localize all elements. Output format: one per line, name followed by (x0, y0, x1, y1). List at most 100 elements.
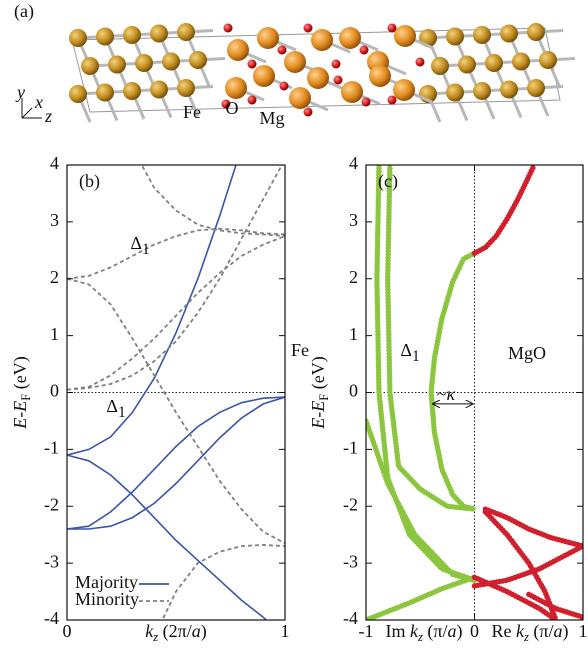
x-axis-label: kz (2π/a) (145, 621, 207, 643)
atom (253, 65, 275, 87)
atom (150, 25, 168, 43)
x-tick-label: 0 (63, 621, 72, 641)
atom (485, 54, 503, 72)
atom (96, 28, 114, 46)
atom (369, 65, 391, 87)
atom (332, 60, 341, 69)
y-tick-label: 2 (50, 267, 59, 287)
annotation: Fe (291, 340, 309, 360)
label-part: F (317, 394, 331, 401)
label-part: (2π/ (158, 621, 192, 642)
label-part: (π/ (529, 621, 554, 642)
atom (446, 84, 464, 102)
atom (362, 98, 371, 107)
y-tick-label: -3 (343, 551, 358, 571)
y-tick-label: -1 (343, 438, 358, 458)
atom (189, 51, 207, 69)
x-tick-label: 1 (579, 621, 588, 641)
label-part: 1 (118, 404, 126, 421)
atom (248, 96, 257, 105)
label-part: a (192, 621, 201, 641)
atom (224, 24, 233, 33)
y-tick-label: -4 (44, 608, 59, 628)
y-axis-label: E-EF (eV) (10, 356, 33, 430)
atom-label: O (226, 98, 239, 118)
atom (539, 51, 557, 69)
atom (360, 46, 369, 55)
atom (81, 57, 99, 75)
atom (123, 26, 141, 44)
atom (473, 82, 491, 100)
label-part: Im (386, 621, 411, 641)
axis-letter: y (15, 82, 25, 102)
label-part: Fe (291, 340, 309, 360)
y-tick-label: 0 (50, 381, 59, 401)
atom (177, 79, 195, 97)
atom (289, 87, 311, 109)
crystal-structure (69, 23, 575, 122)
band-line (67, 397, 285, 529)
x-axis-label: Re kz (π/a) (492, 621, 569, 643)
label-part: E (10, 418, 30, 430)
y-tick-label: 3 (349, 210, 358, 230)
label-part: ) (563, 621, 569, 642)
figure: (a)FeOMgyxz-4-3-2-10123401(b)Δ1Δ1Fekz (2… (0, 0, 588, 643)
complex-band (475, 165, 535, 253)
atom (278, 46, 287, 55)
legend-label: Minority (75, 589, 139, 609)
atom (280, 82, 289, 91)
label-part: ~ (437, 384, 447, 404)
label-part: Δ (106, 396, 118, 416)
atom (150, 81, 168, 99)
atom (500, 25, 518, 43)
annotation: MgO (508, 343, 546, 363)
atom (257, 27, 279, 49)
label-part: (π/ (423, 621, 448, 642)
atom (527, 23, 545, 41)
atom (473, 26, 491, 44)
atom (177, 23, 195, 41)
band-line (132, 148, 285, 236)
atom (458, 56, 476, 74)
label-part: Re (492, 621, 517, 641)
label-part: 1 (142, 241, 150, 258)
label-part: (eV) (10, 356, 31, 393)
atom (388, 96, 397, 105)
plot-area (366, 165, 583, 620)
annotation: Δ1 (106, 396, 125, 420)
atom (284, 51, 306, 73)
y-axis-label: E-EF (eV) (308, 356, 331, 430)
atom (431, 57, 449, 75)
y-tick-label: -4 (343, 608, 358, 628)
annotation: Δ1 (130, 233, 149, 257)
atom (69, 85, 87, 103)
label-part: E (308, 401, 328, 413)
atom (446, 28, 464, 46)
y-tick-label: -1 (44, 438, 59, 458)
complex-band (388, 165, 475, 509)
x-tick-label: 1 (281, 621, 290, 641)
y-tick-label: -2 (343, 494, 358, 514)
y-tick-label: 1 (50, 324, 59, 344)
complex-band (366, 577, 475, 620)
band-line (67, 148, 241, 455)
atom (108, 56, 126, 74)
y-tick-label: 0 (349, 381, 358, 401)
y-tick-label: -3 (44, 551, 59, 571)
label-part: κ (447, 384, 456, 404)
x-axis-label: Im kz (π/a) (386, 621, 463, 643)
complex-band (431, 253, 474, 509)
y-tick-label: 3 (50, 210, 59, 230)
label-part: F (19, 394, 33, 401)
x-tick-label: -1 (359, 621, 374, 641)
y-tick-label: 2 (349, 267, 358, 287)
label-part: a (554, 621, 563, 641)
atom (512, 53, 530, 71)
annotation: Δ1 (400, 340, 419, 364)
atom-label: Fe (183, 102, 201, 122)
y-tick-label: 1 (349, 324, 358, 344)
plot-area (67, 148, 285, 637)
label-part: 1 (412, 348, 420, 365)
band-line (67, 229, 285, 279)
atom (527, 79, 545, 97)
